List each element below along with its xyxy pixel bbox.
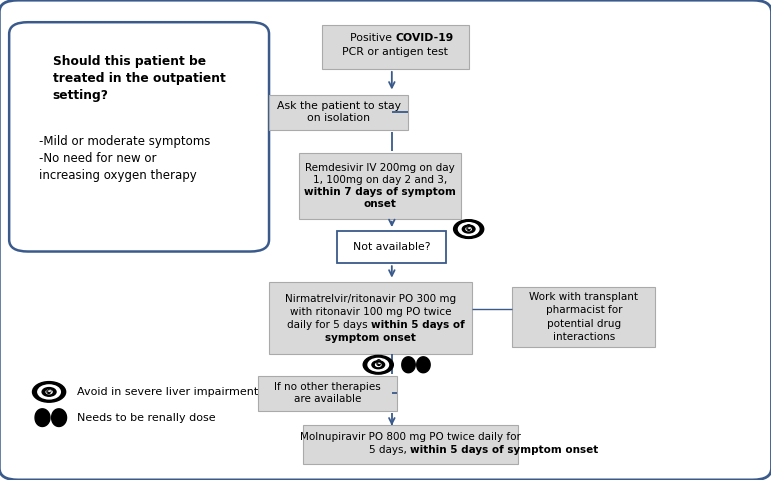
Text: 1, 100mg on day 2 and 3,: 1, 100mg on day 2 and 3, <box>313 175 447 185</box>
Text: PCR or antigen test: PCR or antigen test <box>342 48 448 58</box>
Text: with ritonavir 100 mg PO twice: with ritonavir 100 mg PO twice <box>290 307 452 317</box>
Text: Work with transplant
pharmacist for
potential drug
interactions: Work with transplant pharmacist for pote… <box>530 292 638 342</box>
Circle shape <box>466 228 471 231</box>
Text: within 5 days of: within 5 days of <box>371 320 464 330</box>
Text: ©: © <box>465 225 473 234</box>
Text: Needs to be renally dose: Needs to be renally dose <box>77 413 216 423</box>
Text: ©: © <box>375 360 382 369</box>
Text: daily for 5 days: daily for 5 days <box>287 320 371 330</box>
Circle shape <box>459 223 479 235</box>
Text: onset: onset <box>364 199 396 209</box>
Circle shape <box>38 385 60 399</box>
Circle shape <box>42 387 56 396</box>
Text: Not available?: Not available? <box>352 242 430 252</box>
Text: If no other therapies
are available: If no other therapies are available <box>274 382 381 404</box>
Text: Remdesivir IV 200mg on day: Remdesivir IV 200mg on day <box>305 163 455 173</box>
FancyBboxPatch shape <box>337 231 446 263</box>
FancyBboxPatch shape <box>513 287 655 348</box>
Text: Nirmatrelvir/ritonavir PO 300 mg: Nirmatrelvir/ritonavir PO 300 mg <box>285 294 456 303</box>
Circle shape <box>372 361 385 369</box>
Circle shape <box>375 363 381 366</box>
Polygon shape <box>402 357 416 373</box>
Circle shape <box>368 359 389 371</box>
Text: Avoid in severe liver impairment: Avoid in severe liver impairment <box>77 387 258 397</box>
Text: Ask the patient to stay
on isolation: Ask the patient to stay on isolation <box>277 101 401 123</box>
Text: COVID-19: COVID-19 <box>396 33 453 43</box>
Text: Should this patient be
treated in the outpatient
setting?: Should this patient be treated in the ou… <box>52 55 225 102</box>
Text: Molnupiravir PO 800 mg PO twice daily for: Molnupiravir PO 800 mg PO twice daily fo… <box>300 432 520 442</box>
Text: -Mild or moderate symptoms
-No need for new or
increasing oxygen therapy: -Mild or moderate symptoms -No need for … <box>39 134 210 181</box>
Circle shape <box>46 390 52 394</box>
Text: symptom onset: symptom onset <box>325 333 416 343</box>
FancyBboxPatch shape <box>322 24 469 69</box>
FancyBboxPatch shape <box>269 95 409 130</box>
Text: ©: © <box>45 387 53 396</box>
FancyBboxPatch shape <box>9 22 269 252</box>
FancyBboxPatch shape <box>299 153 461 219</box>
Circle shape <box>453 220 483 239</box>
Polygon shape <box>35 409 50 427</box>
Text: within 7 days of symptom: within 7 days of symptom <box>305 187 456 197</box>
Polygon shape <box>417 357 430 373</box>
FancyBboxPatch shape <box>258 375 397 410</box>
Text: 5 days,: 5 days, <box>369 445 410 455</box>
FancyBboxPatch shape <box>269 282 473 354</box>
FancyBboxPatch shape <box>303 425 517 465</box>
Circle shape <box>463 225 475 233</box>
Polygon shape <box>52 409 66 427</box>
Circle shape <box>363 355 393 374</box>
Text: within 5 days of symptom onset: within 5 days of symptom onset <box>410 445 598 455</box>
Text: Positive: Positive <box>350 33 396 43</box>
Circle shape <box>32 382 66 402</box>
